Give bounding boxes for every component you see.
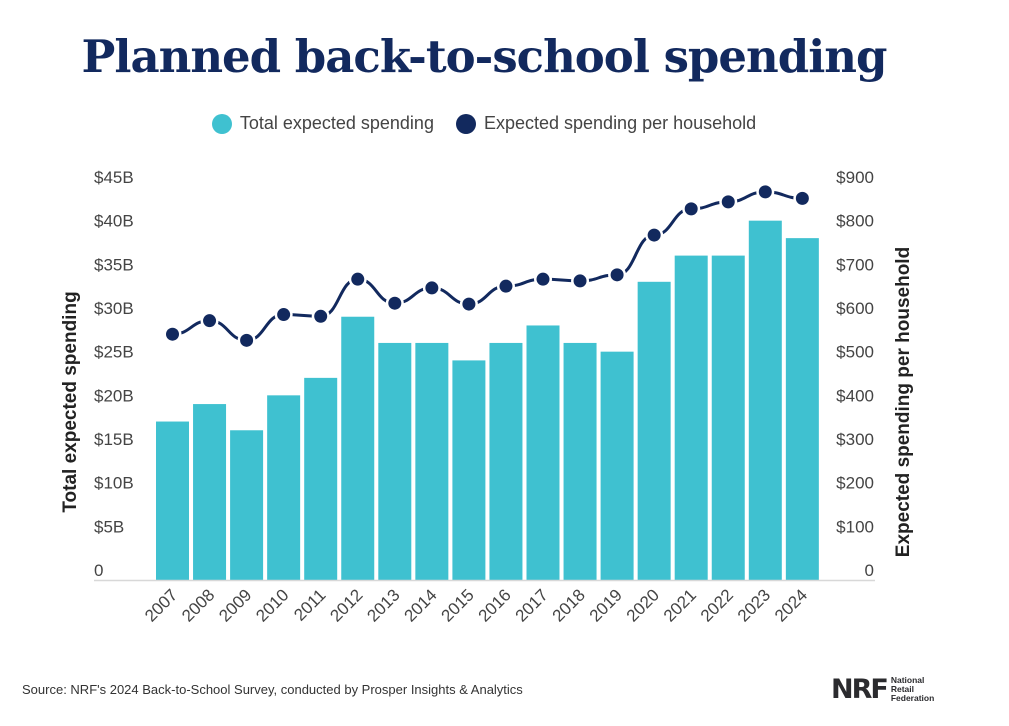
bar-2007 bbox=[156, 421, 189, 580]
point-2021 bbox=[684, 202, 698, 216]
nrf-logo: NRF National Retail Federation bbox=[831, 674, 934, 705]
y2-tick-label: $800 bbox=[836, 212, 874, 231]
bar-2024 bbox=[785, 238, 819, 580]
y2-tick-label: $700 bbox=[836, 255, 874, 274]
x-tick-label: 2024 bbox=[771, 585, 811, 625]
point-2015 bbox=[462, 297, 476, 311]
logo-line: Retail bbox=[890, 684, 914, 694]
legend-swatch-total bbox=[211, 113, 232, 134]
point-2024 bbox=[795, 191, 809, 205]
y-tick-label: $45B bbox=[94, 168, 134, 187]
point-2022 bbox=[721, 195, 735, 209]
bar-2014 bbox=[415, 342, 449, 580]
y-tick-label: $40B bbox=[94, 212, 134, 231]
y-tick-label: $10B bbox=[94, 474, 134, 493]
point-2007 bbox=[166, 327, 179, 341]
x-tick-label: 2015 bbox=[438, 585, 478, 625]
point-2012 bbox=[351, 272, 365, 286]
x-tick-label: 2008 bbox=[178, 585, 218, 625]
bar-2021 bbox=[674, 255, 708, 580]
bar-2008 bbox=[193, 404, 227, 580]
bar-2012 bbox=[341, 316, 375, 580]
bar-2011 bbox=[304, 377, 338, 580]
bar-2016 bbox=[489, 342, 523, 580]
y2-tick-label: $500 bbox=[836, 343, 874, 362]
x-tick-label: 2011 bbox=[290, 585, 329, 624]
y2-tick-label: $100 bbox=[836, 517, 874, 536]
bar-2015 bbox=[452, 360, 486, 580]
x-tick-label: 2009 bbox=[215, 585, 255, 625]
y2-tick-label: $900 bbox=[836, 168, 874, 187]
x-tick-label: 2012 bbox=[326, 585, 366, 625]
bar-2010 bbox=[267, 395, 301, 580]
chart-title: Planned back-to-school spending bbox=[81, 30, 888, 83]
x-tick-label: 2014 bbox=[400, 585, 440, 625]
bar-2009 bbox=[230, 430, 264, 580]
x-tick-label: 2017 bbox=[512, 585, 552, 625]
y-tick-label: $15B bbox=[94, 430, 134, 449]
x-tick-label: 2021 bbox=[660, 585, 700, 625]
point-2008 bbox=[203, 314, 217, 328]
legend-swatch-household bbox=[455, 113, 476, 134]
bar-2023 bbox=[748, 220, 782, 580]
x-tick-label: 2023 bbox=[734, 585, 774, 625]
point-2020 bbox=[647, 228, 661, 242]
x-tick-label: 2007 bbox=[141, 585, 181, 625]
x-tick-label: 2022 bbox=[697, 585, 737, 625]
logo-line: National bbox=[890, 675, 925, 685]
legend: Total expected spending Expected spendin… bbox=[0, 113, 968, 134]
y-tick-label: $25B bbox=[94, 343, 134, 362]
bar-2013 bbox=[378, 342, 412, 580]
y2-tick-label: $200 bbox=[836, 474, 874, 493]
y2-tick-label: 0 bbox=[865, 561, 874, 580]
logo-mark: NRF bbox=[831, 674, 889, 705]
point-2016 bbox=[499, 279, 513, 293]
y-tick-label: $5B bbox=[94, 517, 124, 536]
x-tick-label: 2013 bbox=[363, 585, 403, 625]
y2-tick-label: $600 bbox=[836, 299, 874, 318]
x-tick-label: 2018 bbox=[549, 585, 589, 625]
y2-tick-label: $400 bbox=[836, 386, 874, 405]
y2-tick-label: $300 bbox=[836, 430, 874, 449]
point-2014 bbox=[425, 281, 439, 295]
bar-2018 bbox=[563, 342, 597, 580]
bar-2020 bbox=[637, 281, 671, 580]
point-2017 bbox=[536, 272, 550, 286]
y-tick-label: $20B bbox=[94, 386, 134, 405]
logo-text: National Retail Federation bbox=[891, 676, 934, 703]
bar-2017 bbox=[526, 325, 560, 580]
y-tick-label: 0 bbox=[94, 561, 103, 580]
x-tick-label: 2020 bbox=[623, 585, 663, 625]
y-tick-label: $35B bbox=[94, 255, 134, 274]
point-2019 bbox=[610, 268, 624, 282]
point-2009 bbox=[240, 333, 254, 347]
point-2010 bbox=[277, 308, 291, 322]
bar-2022 bbox=[711, 255, 745, 580]
legend-label-household: Expected spending per household bbox=[483, 113, 757, 133]
point-2011 bbox=[314, 309, 328, 323]
bar-2019 bbox=[600, 351, 634, 580]
y-axis-title: Total expected spending bbox=[60, 291, 81, 512]
point-2023 bbox=[758, 185, 772, 199]
point-2018 bbox=[573, 274, 587, 288]
x-tick-label: 2019 bbox=[586, 585, 626, 625]
logo-line: Federation bbox=[890, 693, 935, 703]
x-tick-label: 2010 bbox=[252, 585, 292, 625]
source-note: Source: NRF's 2024 Back-to-School Survey… bbox=[22, 682, 523, 697]
y-tick-label: $30B bbox=[94, 299, 134, 318]
y2-axis-title: Expected spending per household bbox=[893, 247, 914, 557]
legend-item-household: Expected spending per household bbox=[455, 113, 757, 134]
legend-label-total: Total expected spending bbox=[239, 113, 434, 133]
legend-item-total: Total expected spending bbox=[211, 113, 434, 134]
point-2013 bbox=[388, 296, 402, 310]
household-line bbox=[172, 190, 803, 342]
x-tick-label: 2016 bbox=[475, 585, 515, 625]
